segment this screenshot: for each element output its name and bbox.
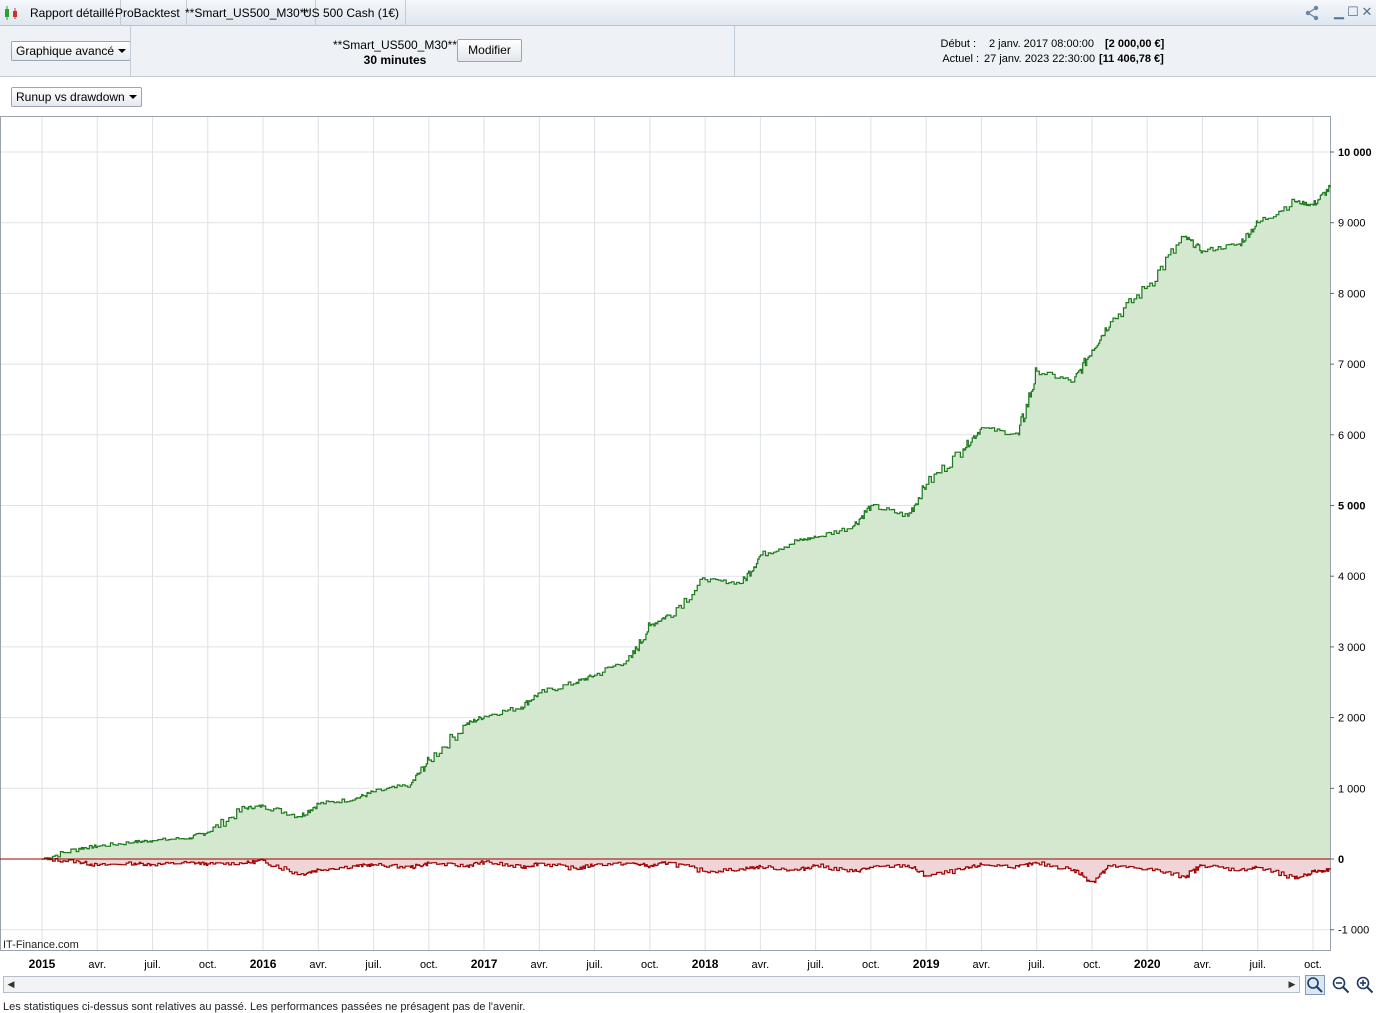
- minimize-icon[interactable]: ▁: [1334, 4, 1344, 19]
- tab-instrument[interactable]: US 500 Cash (1€): [297, 0, 407, 26]
- x-tick-label: avr.: [973, 959, 991, 971]
- y-tick-label: 2 000: [1338, 713, 1366, 725]
- x-tick-label: avr.: [530, 959, 548, 971]
- start-date: 2 janv. 2017 08:00:00: [989, 38, 1094, 50]
- runup-series: [42, 184, 1331, 861]
- current-date: 27 janv. 2023 22:30:00: [984, 53, 1096, 65]
- y-tick-label: 9 000: [1338, 218, 1366, 230]
- runup-area: [42, 185, 1330, 860]
- x-tick-label: 2016: [250, 957, 277, 971]
- y-tick-label: 8 000: [1338, 288, 1366, 300]
- drawdown-line: [42, 857, 1331, 883]
- tab-probacktest[interactable]: ProBacktest: [109, 0, 187, 26]
- y-tick-label: 1 000: [1338, 783, 1366, 795]
- share-icon[interactable]: [1304, 5, 1320, 21]
- y-tick-label: 4 000: [1338, 571, 1366, 583]
- y-axis: 10 000 9 000 8 000 7 000 6 000 5 000 4 000 3 00…: [1330, 147, 1372, 937]
- x-tick-label: 2020: [1134, 957, 1161, 971]
- tab-strategy[interactable]: **Smart_US500_M30**: [179, 0, 317, 26]
- x-tick-label: oct.: [420, 959, 438, 971]
- horizontal-scrollbar[interactable]: ◀ ▶: [3, 976, 1300, 993]
- tab-bar: Rapport détaillé ProBacktest **Smart_US5…: [0, 0, 1376, 26]
- y-tick-label: 3 000: [1338, 642, 1366, 654]
- runup-drawdown-chart[interactable]: 10 000 9 000 8 000 7 000 6 000 5 000 4 000 3 00…: [0, 116, 1376, 974]
- y-tick-label: 10 000: [1338, 147, 1372, 159]
- scroll-left-icon[interactable]: ◀: [7, 979, 15, 989]
- chevron-down-icon: [118, 49, 127, 53]
- close-icon[interactable]: ✕: [1361, 4, 1373, 19]
- disclaimer-text: Les statistiques ci-dessus sont relative…: [3, 1001, 526, 1013]
- zoom-fit-icon[interactable]: [1305, 975, 1325, 995]
- x-tick-label: juil.: [585, 959, 603, 971]
- y-tick-label: 5 000: [1338, 501, 1366, 513]
- start-capital: [2 000,00 €]: [1105, 38, 1165, 50]
- y-tick-label: 0: [1338, 854, 1344, 866]
- zoom-in-icon[interactable]: [1355, 975, 1375, 995]
- x-tick-label: juil.: [1248, 959, 1266, 971]
- x-tick-label: oct.: [641, 959, 659, 971]
- current-label: Actuel :: [942, 53, 979, 65]
- x-tick-label: avr.: [309, 959, 327, 971]
- watermark: IT-Finance.com: [3, 939, 79, 951]
- x-axis: 2015 avr. juil. oct. 2016 avr. juil. oct. 2017 av…: [29, 957, 1322, 971]
- x-tick-label: juil.: [143, 959, 161, 971]
- x-tick-label: 2018: [692, 957, 719, 971]
- modify-button[interactable]: Modifier: [457, 39, 522, 62]
- y-tick-label: 6 000: [1338, 430, 1366, 442]
- x-tick-label: juil.: [1027, 959, 1045, 971]
- report-toolbar: Graphique avancé **Smart_US500_M30** 30 …: [0, 26, 1376, 77]
- start-label: Début :: [940, 38, 976, 50]
- x-tick-label: oct.: [199, 959, 217, 971]
- chevron-down-icon: [128, 95, 137, 99]
- scroll-right-icon[interactable]: ▶: [1288, 979, 1296, 989]
- x-tick-label: 2015: [29, 957, 56, 971]
- zoom-out-icon[interactable]: [1331, 975, 1351, 995]
- chart-mode-dropdown[interactable]: Graphique avancé: [11, 41, 132, 61]
- drawdown-series: [0, 857, 1331, 883]
- x-tick-label: avr.: [1194, 959, 1212, 971]
- chart-type-label: Runup vs drawdown: [16, 90, 125, 104]
- maximize-icon[interactable]: ☐: [1347, 4, 1359, 19]
- current-capital: [11 406,78 €]: [1099, 53, 1164, 65]
- chart-type-dropdown[interactable]: Runup vs drawdown: [11, 87, 142, 107]
- x-tick-label: 2017: [471, 957, 498, 971]
- candlestick-icon: [5, 6, 17, 20]
- timeframe: 30 minutes: [363, 53, 427, 67]
- y-tick-label: -1 000: [1338, 925, 1369, 937]
- x-tick-label: avr.: [752, 959, 770, 971]
- divider: [130, 26, 131, 76]
- drawdown-area: [42, 858, 1330, 883]
- x-tick-label: juil.: [806, 959, 824, 971]
- tab-detailed-report[interactable]: Rapport détaillé: [24, 0, 122, 26]
- x-tick-label: oct.: [1304, 959, 1322, 971]
- x-tick-label: oct.: [862, 959, 880, 971]
- x-tick-label: oct.: [1083, 959, 1101, 971]
- chart-mode-label: Graphique avancé: [16, 44, 115, 58]
- x-tick-label: juil.: [364, 959, 382, 971]
- divider: [734, 26, 735, 76]
- x-tick-label: 2019: [913, 957, 940, 971]
- y-tick-label: 7 000: [1338, 359, 1366, 371]
- x-tick-label: avr.: [88, 959, 106, 971]
- strategy-name: **Smart_US500_M30**: [332, 38, 458, 52]
- runup-line: [42, 184, 1331, 861]
